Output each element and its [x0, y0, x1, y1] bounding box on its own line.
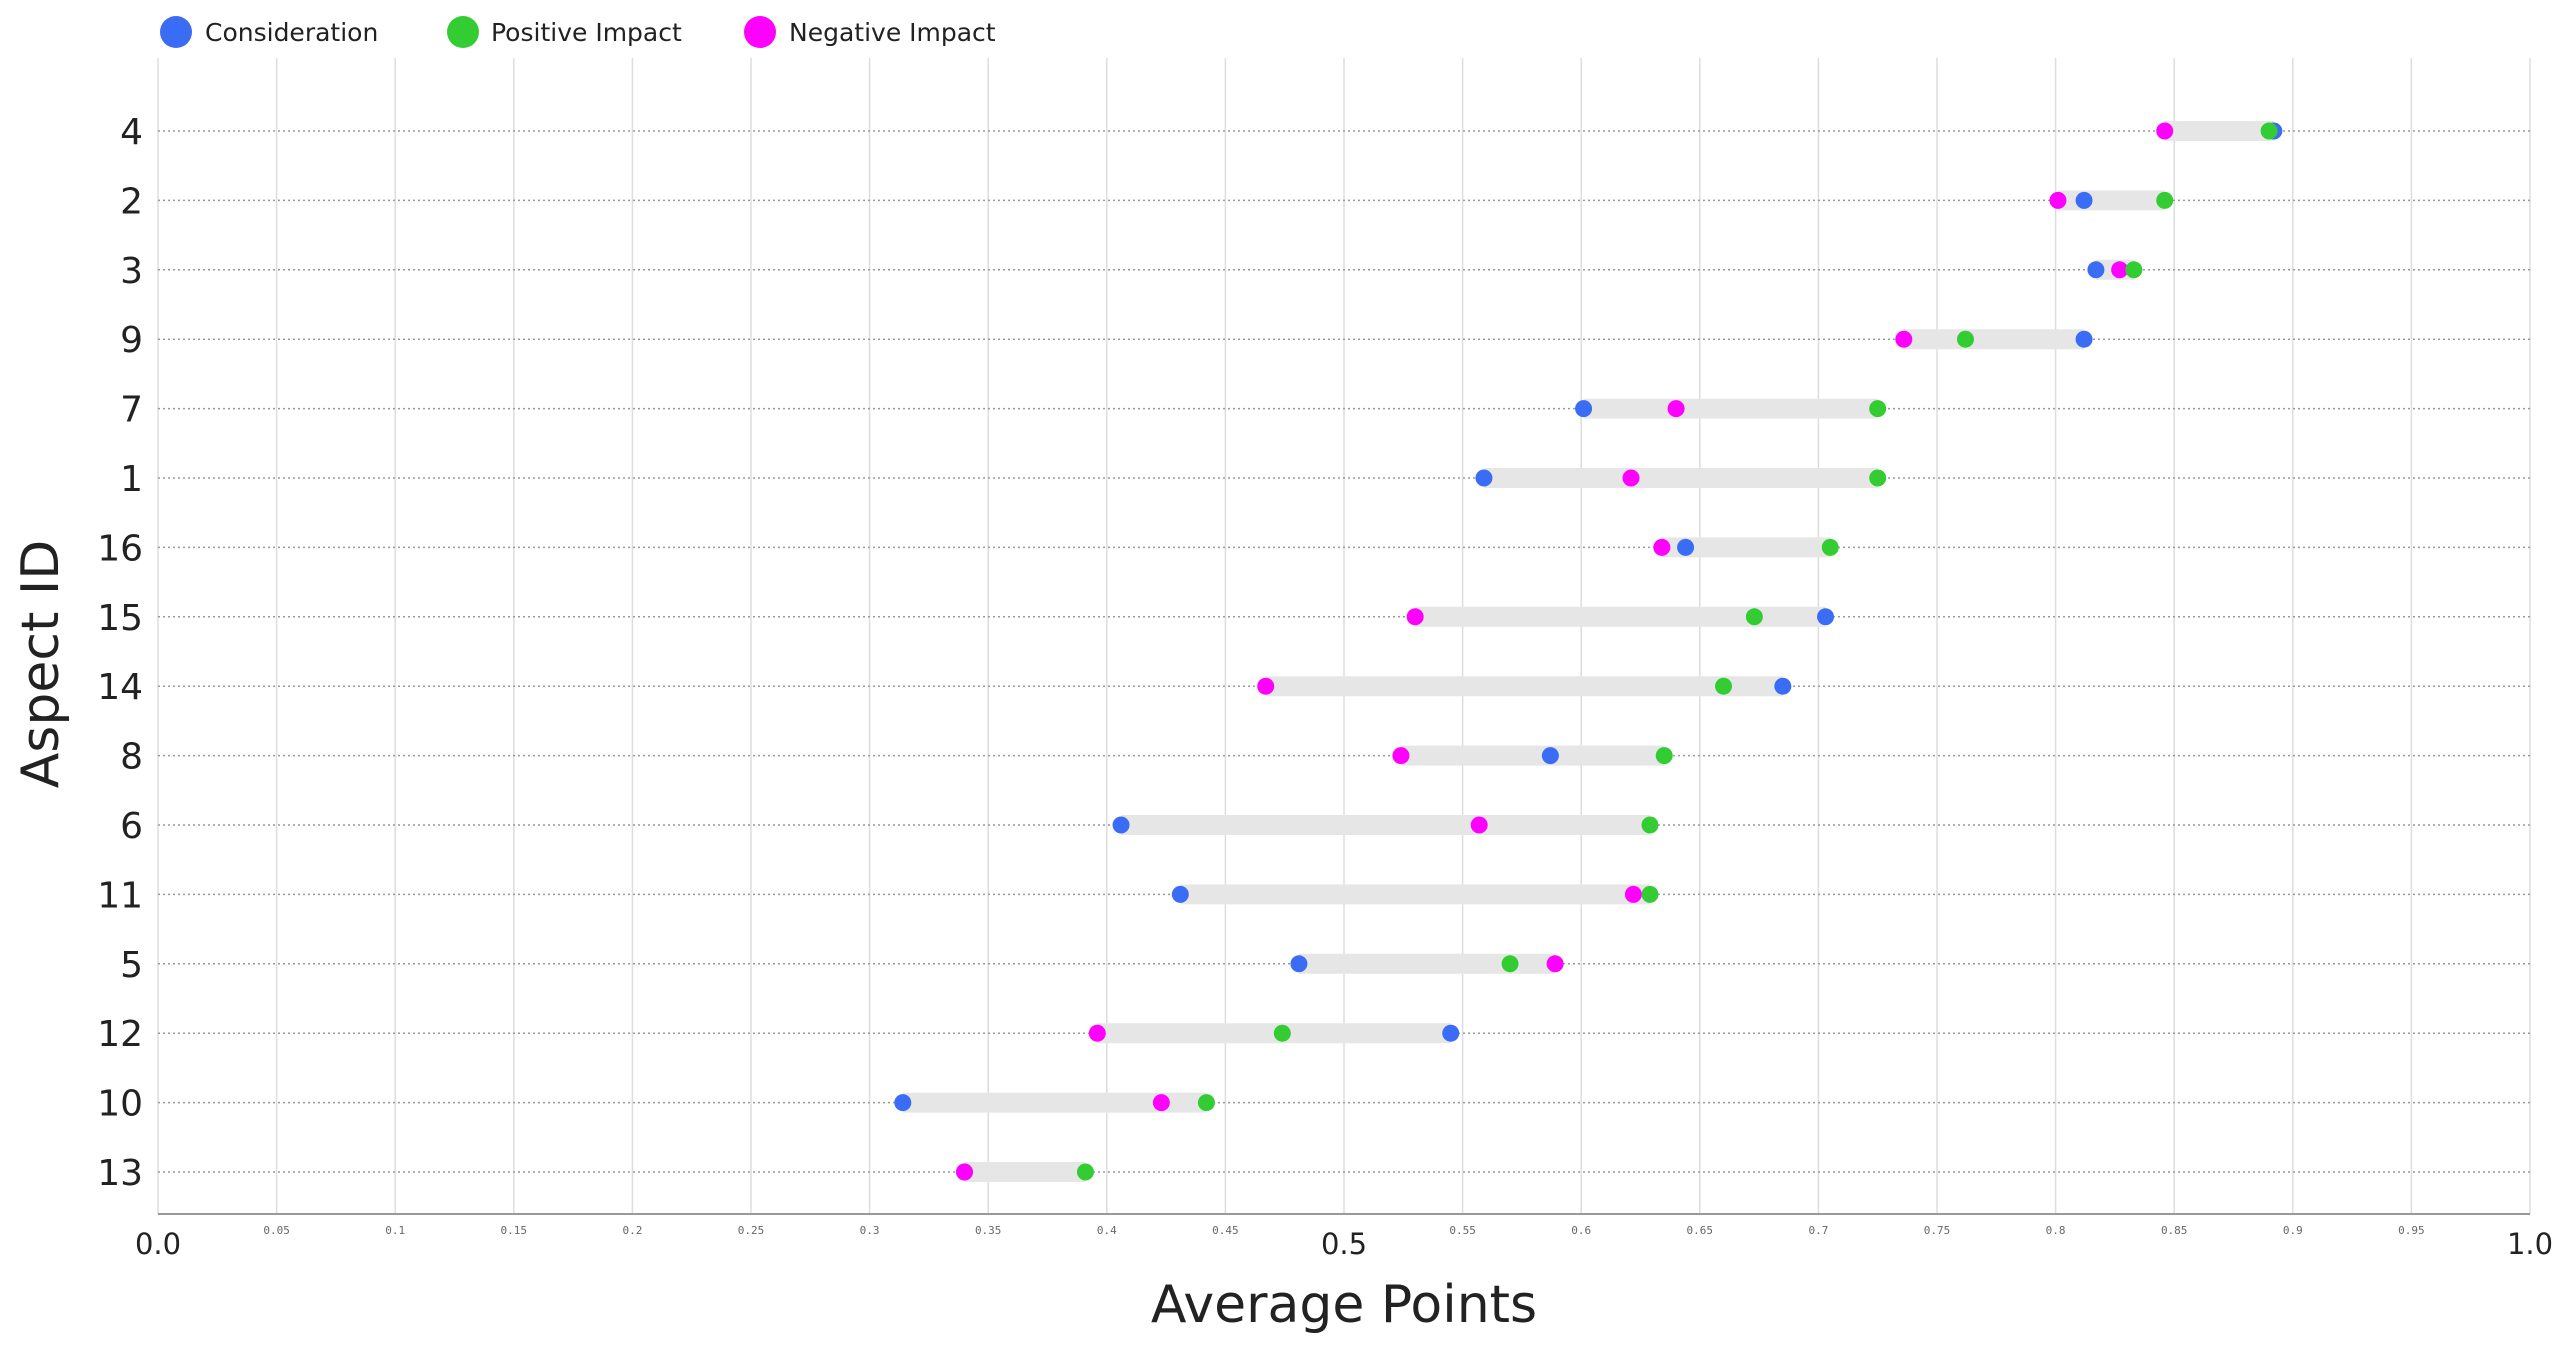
consideration-point — [1475, 469, 1493, 487]
positive-point — [1869, 400, 1887, 418]
x-tick-labels: 0.0 0.05 0.1 0.15 0.2 0.25 0.3 0.35 0.4 0.45 0.5 0.… — [135, 1224, 2553, 1261]
negative-point — [1624, 885, 1642, 903]
negative-point — [2049, 191, 2067, 209]
legend-negative-swatch — [744, 16, 776, 48]
positive-point — [1869, 469, 1887, 487]
negative-point — [1546, 955, 1564, 973]
x-tick-label: 0.15 — [501, 1224, 528, 1237]
consideration-point — [1817, 608, 1835, 626]
positive-point — [1745, 608, 1763, 626]
positive-point — [1273, 1024, 1291, 1042]
x-tick-label: 0.8 — [2046, 1224, 2066, 1237]
consideration-point — [1774, 677, 1792, 695]
x-tick-label: 0.85 — [2161, 1224, 2188, 1237]
consideration-point — [1290, 955, 1308, 973]
x-tick-label: 0.6 — [1571, 1224, 1591, 1237]
consideration-point — [1541, 747, 1559, 765]
legend-positive-swatch — [447, 16, 479, 48]
y-category-label: 4 — [120, 112, 143, 153]
x-tick-label: 0.75 — [1924, 1224, 1951, 1237]
y-category-label: 2 — [120, 181, 143, 222]
consideration-point — [2087, 261, 2105, 279]
consideration-point — [894, 1094, 912, 1112]
positive-point — [2156, 191, 2174, 209]
negative-point — [2111, 261, 2129, 279]
grid-lines — [157, 58, 2531, 1214]
negative-point — [1406, 608, 1424, 626]
legend-negative-label: Negative Impact — [789, 18, 996, 47]
positive-point — [2260, 122, 2278, 140]
legend-consideration-label: Consideration — [205, 18, 378, 47]
negative-point — [1895, 330, 1913, 348]
y-category-label: 9 — [120, 320, 143, 361]
y-category-label: 13 — [97, 1153, 143, 1194]
x-tick-label: 0.9 — [2283, 1224, 2303, 1237]
positive-point — [1197, 1094, 1215, 1112]
negative-point — [1152, 1094, 1170, 1112]
negative-point — [1667, 400, 1685, 418]
negative-point — [1470, 816, 1488, 834]
consideration-point — [1112, 816, 1130, 834]
positive-point — [1821, 538, 1839, 556]
y-category-label: 8 — [120, 737, 143, 778]
y-category-label: 7 — [120, 390, 143, 431]
y-category-label: 12 — [97, 1014, 143, 1055]
y-category-label: 3 — [120, 251, 143, 292]
x-tick-label: 0.65 — [1687, 1224, 1714, 1237]
negative-point — [1622, 469, 1640, 487]
negative-point — [955, 1163, 973, 1181]
y-category-label: 10 — [97, 1084, 143, 1125]
x-tick-label: 0.05 — [263, 1224, 290, 1237]
negative-point — [2156, 122, 2174, 140]
y-category-label: 5 — [120, 945, 143, 986]
y-category-label: 6 — [120, 806, 143, 847]
positive-point — [1956, 330, 1974, 348]
x-tick-label: 0.5 — [1321, 1227, 1367, 1261]
y-category-label: 11 — [97, 875, 143, 916]
x-tick-label: 0.0 — [135, 1227, 181, 1261]
x-tick-label: 1.0 — [2507, 1227, 2553, 1261]
x-tick-label: 0.25 — [738, 1224, 765, 1237]
legend: Consideration Positive Impact Negative I… — [160, 16, 996, 48]
x-axis-title: Average Points — [1151, 1275, 1537, 1335]
y-category-labels: 4 2 3 9 7 1 16 15 14 8 6 11 5 12 10 13 — [97, 112, 143, 1194]
negative-point — [1392, 747, 1410, 765]
positive-point — [1076, 1163, 1094, 1181]
consideration-point — [2075, 330, 2093, 348]
x-tick-label: 0.95 — [2398, 1224, 2425, 1237]
consideration-point — [2075, 191, 2093, 209]
y-category-label: 1 — [120, 459, 143, 500]
range-bars — [902, 121, 2274, 1182]
y-axis-title: Aspect ID — [11, 540, 71, 789]
consideration-point — [1171, 885, 1189, 903]
positive-point — [1715, 677, 1733, 695]
x-tick-label: 0.3 — [860, 1224, 880, 1237]
positive-point — [1641, 885, 1659, 903]
negative-point — [1653, 538, 1671, 556]
x-tick-label: 0.35 — [975, 1224, 1002, 1237]
positive-point — [1655, 747, 1673, 765]
y-category-label: 16 — [97, 528, 143, 569]
x-tick-label: 0.1 — [385, 1224, 405, 1237]
consideration-point — [1575, 400, 1593, 418]
legend-positive-label: Positive Impact — [491, 18, 682, 47]
negative-point — [1257, 677, 1275, 695]
x-tick-label: 0.45 — [1212, 1224, 1239, 1237]
consideration-point — [1677, 538, 1695, 556]
legend-consideration-swatch — [160, 16, 192, 48]
data-points — [894, 122, 2283, 1181]
positive-point — [2125, 261, 2143, 279]
x-tick-label: 0.7 — [1808, 1224, 1828, 1237]
consideration-point — [1442, 1024, 1460, 1042]
y-category-label: 14 — [97, 667, 143, 708]
y-category-label: 15 — [97, 598, 143, 639]
negative-point — [1088, 1024, 1106, 1042]
positive-point — [1501, 955, 1519, 973]
positive-point — [1641, 816, 1659, 834]
x-tick-label: 0.55 — [1449, 1224, 1476, 1237]
x-tick-label: 0.4 — [1097, 1224, 1117, 1237]
x-tick-label: 0.2 — [622, 1224, 642, 1237]
